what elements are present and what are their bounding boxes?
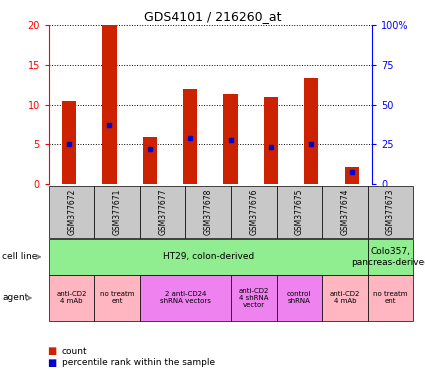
Text: ■: ■ xyxy=(47,358,56,368)
Bar xyxy=(62,101,76,184)
Bar xyxy=(304,78,318,184)
Bar xyxy=(183,89,197,184)
Text: GSM377675: GSM377675 xyxy=(295,189,304,235)
Text: anti-CD2
4 mAb: anti-CD2 4 mAb xyxy=(57,291,87,305)
Text: GSM377676: GSM377676 xyxy=(249,189,258,235)
Text: no treatm
ent: no treatm ent xyxy=(373,291,408,305)
Text: GSM377672: GSM377672 xyxy=(67,189,76,235)
Text: GSM377678: GSM377678 xyxy=(204,189,213,235)
Text: percentile rank within the sample: percentile rank within the sample xyxy=(62,358,215,367)
Bar xyxy=(345,167,359,184)
Text: Colo357,
pancreas-derived: Colo357, pancreas-derived xyxy=(351,247,425,266)
Bar xyxy=(102,25,116,184)
Text: GSM377674: GSM377674 xyxy=(340,189,349,235)
Text: anti-CD2
4 shRNA
vector: anti-CD2 4 shRNA vector xyxy=(238,288,269,308)
Text: agent: agent xyxy=(2,293,28,303)
Text: no treatm
ent: no treatm ent xyxy=(100,291,134,305)
Text: ■: ■ xyxy=(47,346,56,356)
Text: anti-CD2
4 mAb: anti-CD2 4 mAb xyxy=(330,291,360,305)
Text: GSM377677: GSM377677 xyxy=(158,189,167,235)
Text: 2 anti-CD24
shRNA vectors: 2 anti-CD24 shRNA vectors xyxy=(160,291,211,305)
Bar xyxy=(143,137,157,184)
Text: cell line: cell line xyxy=(2,252,37,262)
Text: GSM377673: GSM377673 xyxy=(386,189,395,235)
Bar xyxy=(224,94,238,184)
Text: count: count xyxy=(62,347,87,356)
Text: control
shRNA: control shRNA xyxy=(287,291,312,305)
Text: GSM377671: GSM377671 xyxy=(113,189,122,235)
Text: HT29, colon-derived: HT29, colon-derived xyxy=(163,252,254,262)
Text: GDS4101 / 216260_at: GDS4101 / 216260_at xyxy=(144,10,281,23)
Bar xyxy=(264,97,278,184)
